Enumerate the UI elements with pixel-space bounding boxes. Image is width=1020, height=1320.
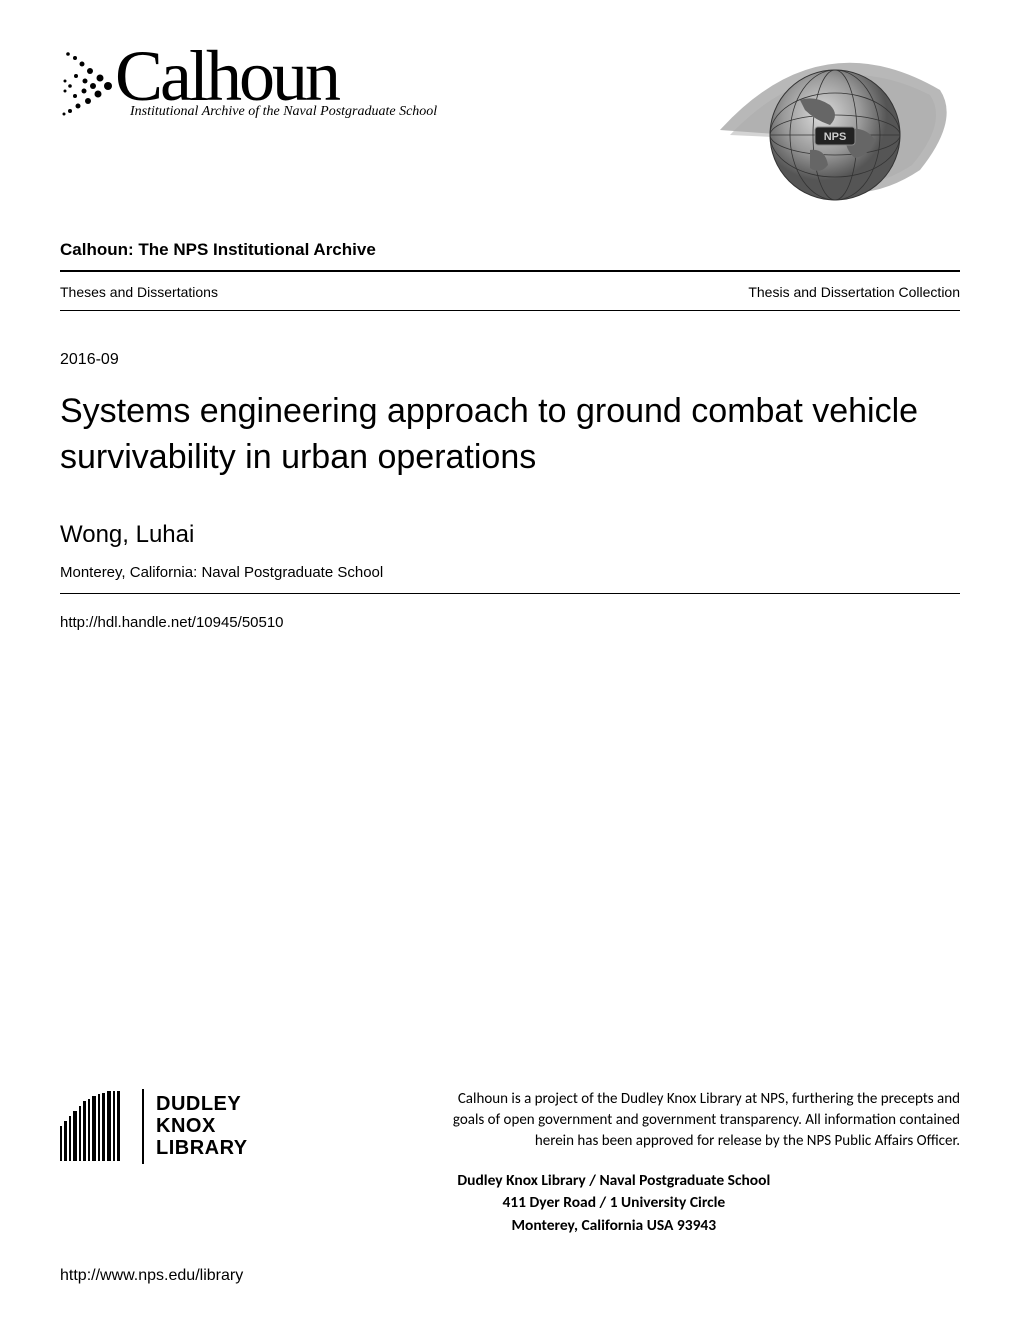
dkl-line1: DUDLEY — [156, 1093, 248, 1115]
dkl-line3: LIBRARY — [156, 1137, 248, 1159]
barcode-icon — [60, 1091, 130, 1161]
handle-url[interactable]: http://hdl.handle.net/10945/50510 — [60, 614, 960, 631]
calhoun-subtitle: Institutional Archive of the Naval Postg… — [130, 104, 437, 120]
divider — [60, 593, 960, 594]
footer-description: Calhoun is a project of the Dudley Knox … — [268, 1089, 960, 1237]
header-logos: Calhoun Institutional Archive of the Nav… — [60, 40, 960, 220]
footer-desc-line2: goals of open government and government … — [268, 1110, 960, 1131]
footer-desc-line3: herein has been approved for release by … — [268, 1131, 960, 1152]
divider — [60, 310, 960, 311]
author-name: Wong, Luhai — [60, 521, 960, 549]
calhoun-logo: Calhoun Institutional Archive of the Nav… — [60, 40, 437, 120]
footer: DUDLEY KNOX LIBRARY Calhoun is a project… — [60, 1089, 960, 1285]
library-url[interactable]: http://www.nps.edu/library — [60, 1267, 960, 1285]
footer-desc-line1: Calhoun is a project of the Dudley Knox … — [268, 1089, 960, 1110]
nps-globe-logo: NPS — [680, 40, 960, 220]
calhoun-logo-text: Calhoun — [115, 40, 338, 112]
collection-right: Thesis and Dissertation Collection — [748, 284, 960, 300]
dot-burst-icon — [60, 46, 120, 106]
footer-content-row: DUDLEY KNOX LIBRARY Calhoun is a project… — [60, 1089, 960, 1237]
archive-name: Calhoun: The NPS Institutional Archive — [60, 240, 960, 260]
publisher: Monterey, California: Naval Postgraduate… — [60, 564, 960, 581]
nps-badge-text: NPS — [824, 131, 847, 143]
dudley-knox-library-logo: DUDLEY KNOX LIBRARY — [60, 1089, 248, 1164]
dkl-text: DUDLEY KNOX LIBRARY — [156, 1093, 248, 1159]
address-line1: Dudley Knox Library / Naval Postgraduate… — [268, 1170, 960, 1192]
collection-left: Theses and Dissertations — [60, 284, 218, 300]
divider — [60, 270, 960, 272]
collection-row: Theses and Dissertations Thesis and Diss… — [60, 280, 960, 304]
dkl-line2: KNOX — [156, 1115, 248, 1137]
vertical-divider — [142, 1089, 144, 1164]
footer-address: Dudley Knox Library / Naval Postgraduate… — [268, 1170, 960, 1237]
calhoun-wordmark: Calhoun — [60, 40, 437, 112]
publication-date: 2016-09 — [60, 351, 960, 369]
document-title: Systems engineering approach to ground c… — [60, 389, 960, 481]
address-line2: 411 Dyer Road / 1 University Circle — [268, 1192, 960, 1214]
address-line3: Monterey, California USA 93943 — [268, 1215, 960, 1237]
